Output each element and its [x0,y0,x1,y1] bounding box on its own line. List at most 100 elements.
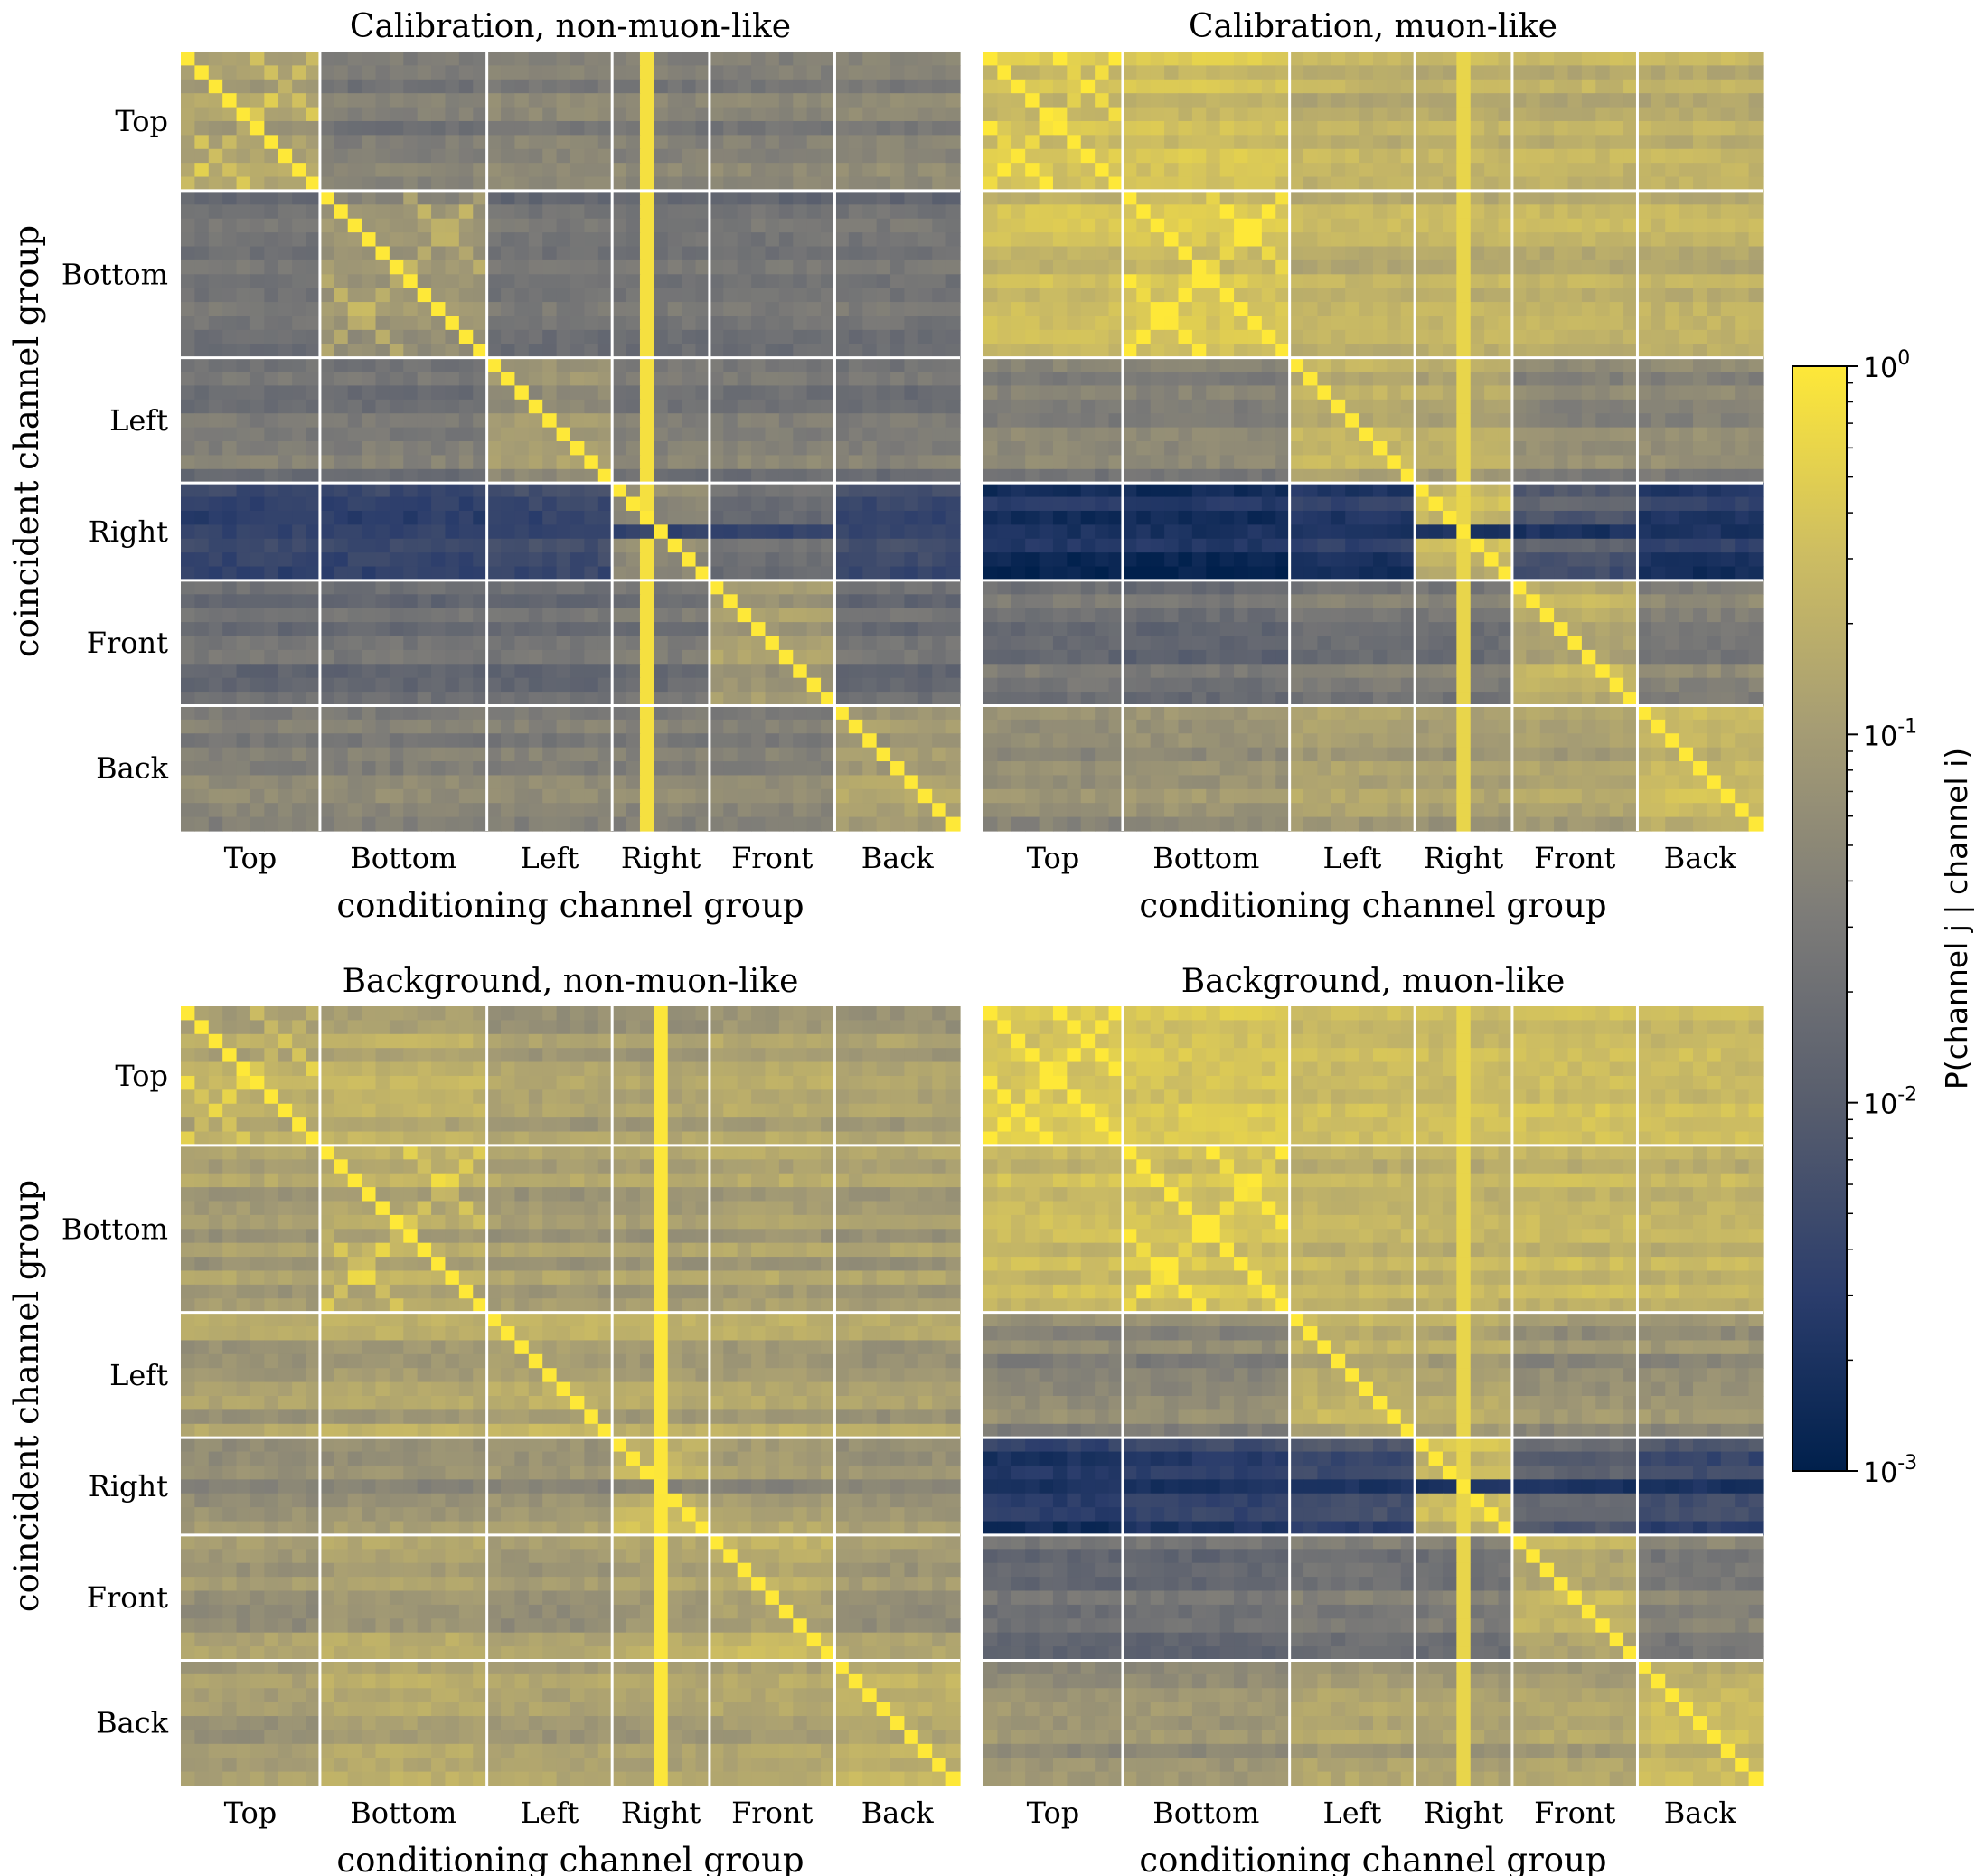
heatmap-cell [821,692,836,707]
heatmap-cell [375,427,390,442]
heatmap-cell [514,120,530,136]
heatmap-cell [876,163,891,178]
heatmap-cell [181,636,195,651]
heatmap-cell [1331,65,1346,80]
panel-title: Calibration, non-muon-like [350,8,791,45]
heatmap-cell [1261,259,1276,275]
heatmap-cell [445,302,460,317]
heatmap-cell [1025,316,1040,331]
heatmap-cell [292,580,307,595]
heatmap-cell [1261,468,1276,484]
heatmap-cell [1080,441,1096,456]
heatmap-cell [1289,65,1304,80]
heatmap-cell [1108,455,1124,470]
heatmap-cell [626,538,641,553]
heatmap-cell [1052,204,1068,220]
heatmap-cell [542,692,558,707]
heatmap-cell [1052,302,1068,317]
heatmap-cell [1693,204,1708,220]
heatmap-cell [667,566,682,581]
heatmap-cell [1275,65,1291,80]
heatmap-cell [1415,52,1430,66]
heatmap-cell [236,372,251,387]
heatmap-cell [682,608,697,623]
heatmap-cell [347,288,362,303]
heatmap-cell [375,65,390,80]
heatmap-cell [667,372,682,387]
heatmap-cell [1498,329,1513,344]
heatmap-cell [1651,65,1666,80]
heatmap-cell [626,803,641,818]
heatmap-cell [890,316,906,331]
heatmap-cell [1554,329,1569,344]
heatmap-cell [1095,399,1110,414]
heatmap-cell [514,246,530,261]
heatmap-cell [1052,427,1068,442]
heatmap-cell [431,176,447,192]
heatmap-cell [932,385,947,401]
heatmap-cell [1554,190,1569,205]
heatmap-cell [945,288,961,303]
heatmap-cell [222,399,238,414]
heatmap-cell [1206,455,1221,470]
heatmap-cell [1178,218,1193,233]
heatmap-cell [208,692,223,707]
heatmap-cell [236,524,251,540]
heatmap-cell [904,52,919,66]
heatmap-cell [917,52,933,66]
heatmap-cell [1317,107,1332,122]
heatmap-cell [1150,163,1165,178]
heatmap-cell [1095,65,1110,80]
heatmap-cell [1720,190,1736,205]
heatmap-cell [1428,329,1444,344]
heatmap-cell [1247,372,1263,387]
heatmap-cell [334,427,349,442]
heatmap-cell [737,552,752,568]
heatmap-cell [222,580,238,595]
heatmap-cell [806,246,822,261]
heatmap-cell [765,135,780,150]
heatmap-cell [556,190,571,205]
heatmap-cell [222,232,238,248]
heatmap-cell [917,302,933,317]
heatmap-cell [917,427,933,442]
heatmap-cell [181,775,195,790]
heatmap-cell [528,468,543,484]
heatmap-cell [1080,120,1096,136]
heatmap-cell [528,483,543,498]
heatmap-cell [904,246,919,261]
heatmap-cell [709,677,724,693]
heatmap-cell [876,552,891,568]
heatmap-cell [862,566,878,581]
heatmap-cell [1693,274,1708,289]
heatmap-cell [1511,399,1527,414]
heatmap-cell [626,372,641,387]
heatmap-cell [626,107,641,122]
heatmap-cell [236,176,251,192]
heatmap-cell [1526,176,1541,192]
heatmap-cell [1539,65,1555,80]
heatmap-cell [1456,274,1472,289]
heatmap-cell [1247,357,1263,372]
heatmap-cell [319,483,334,498]
heatmap-cell [876,413,891,429]
heatmap-cell [1415,302,1430,317]
heatmap-cell [1150,385,1165,401]
heatmap-cell [1637,93,1652,108]
heatmap-cell [917,538,933,553]
heatmap-cell [904,302,919,317]
heatmap-cell [1498,455,1513,470]
heatmap-cell [278,622,293,637]
heatmap-cell [528,65,543,80]
heatmap-cell [306,288,321,303]
heatmap-cell [501,483,516,498]
heatmap-cell [997,190,1012,205]
heatmap-cell [458,427,474,442]
heatmap-cell [932,816,947,832]
heatmap-cell [1080,399,1096,414]
heatmap-cell [695,65,710,80]
heatmap-cell [806,636,822,651]
heatmap-cell [208,329,223,344]
heatmap-cell [654,719,669,734]
heatmap-cell [1261,496,1276,512]
